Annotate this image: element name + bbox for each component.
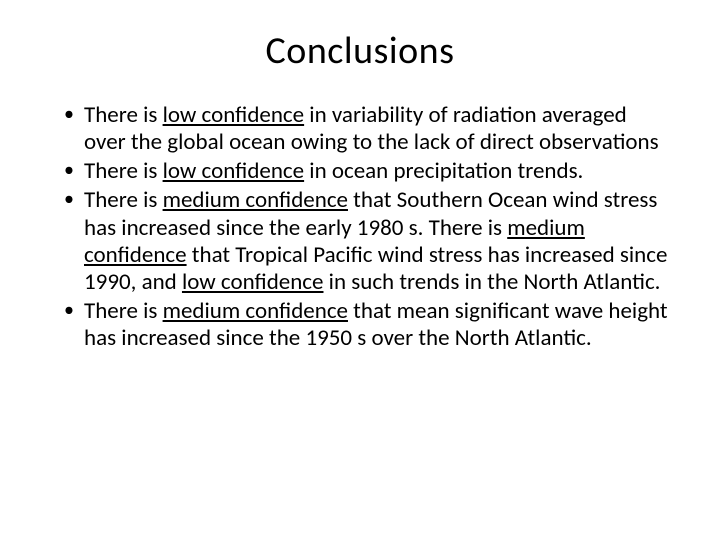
underlined-text: medium confidence [163,297,348,325]
bullet-text: in such trends in the North Atlantic. [323,268,660,296]
underlined-text: low confidence [163,157,305,185]
bullet-text: There is [84,101,163,129]
bullet-text: in ocean precipitation trends. [304,157,583,185]
underlined-text: medium confidence [163,186,348,214]
list-item: There is medium confidence that Southern… [64,187,668,296]
list-item: There is medium confidence that mean sig… [64,298,668,352]
bullet-text: There is [84,297,163,325]
slide-title: Conclusions [40,28,680,74]
slide: Conclusions There is low confidence in v… [0,0,720,540]
list-item: There is low confidence in variability o… [64,102,668,156]
bullet-text: There is [84,157,163,185]
underlined-text: low confidence [163,101,305,129]
bullet-text: There is [84,186,163,214]
list-item: There is low confidence in ocean precipi… [64,158,668,185]
bullet-list: There is low confidence in variability o… [40,102,680,352]
underlined-text: low confidence [182,268,324,296]
